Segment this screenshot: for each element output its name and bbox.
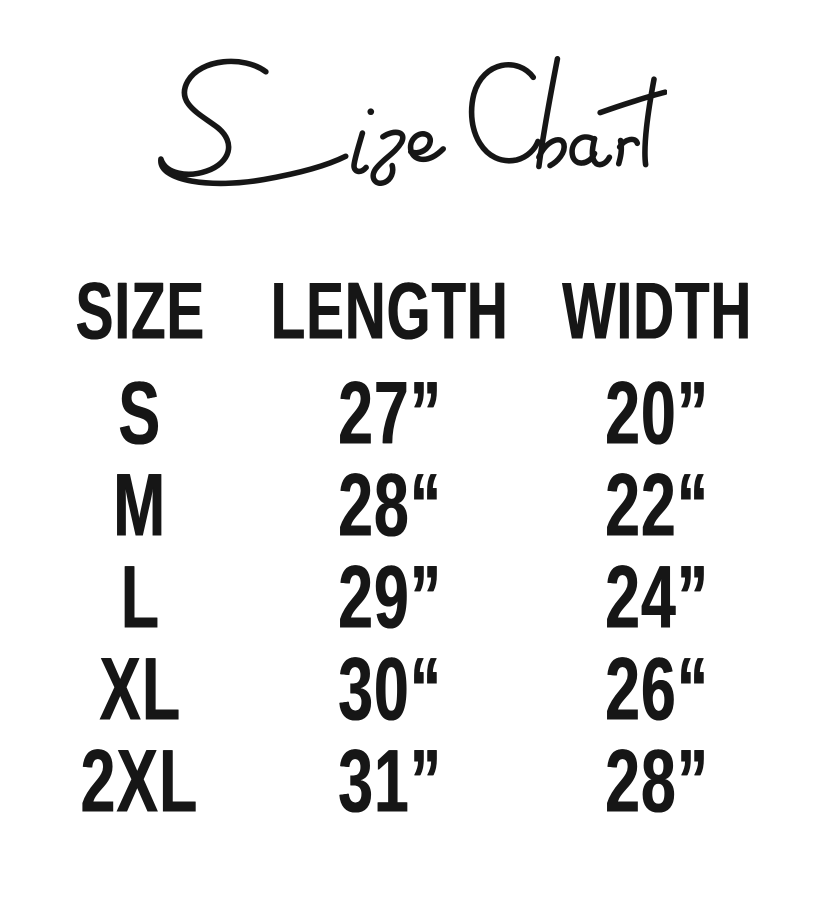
- row-l-width-cell: 24”: [500, 547, 814, 647]
- size-label: S: [118, 362, 162, 463]
- header-cell-size: SIZE: [0, 255, 280, 367]
- row-s-size-cell: S: [0, 363, 280, 463]
- script-lettering: [158, 56, 667, 187]
- row-xl-width-cell: 26“: [500, 639, 814, 739]
- header-cell-width: WIDTH: [500, 255, 814, 367]
- header-cell-length: LENGTH: [271, 255, 508, 367]
- row-2xl-width-cell: 28”: [500, 731, 814, 831]
- width-value: 26“: [604, 638, 709, 739]
- row-m-size-cell: M: [0, 455, 280, 555]
- length-value: 29”: [337, 546, 442, 647]
- row-s-length-cell: 27”: [280, 363, 500, 463]
- script-title-art: [158, 56, 667, 187]
- row-2xl-length-cell: 31”: [280, 731, 500, 831]
- length-value: 28“: [337, 454, 442, 555]
- length-value: 31”: [337, 730, 442, 831]
- page-title: Size Chart: [147, 0, 667, 211]
- length-value: 30“: [337, 638, 442, 739]
- length-value: 27”: [337, 362, 442, 463]
- row-l-length-cell: 29”: [280, 547, 500, 647]
- size-label: 2XL: [81, 730, 199, 831]
- width-value: 20”: [604, 362, 709, 463]
- width-value: 28”: [604, 730, 709, 831]
- width-value: 24”: [604, 546, 709, 647]
- row-xl-length-cell: 30“: [280, 639, 500, 739]
- size-label: XL: [99, 638, 181, 739]
- row-m-width-cell: 22“: [500, 455, 814, 555]
- width-value: 22“: [604, 454, 709, 555]
- size-table: SIZE LENGTH WIDTH S 27” 20” M 28“ 22“: [0, 255, 814, 831]
- row-m-length-cell: 28“: [280, 455, 500, 555]
- column-header-label: WIDTH: [561, 265, 752, 357]
- column-header-label: SIZE: [75, 265, 205, 357]
- row-s-width-cell: 20”: [500, 363, 814, 463]
- column-header-label: LENGTH: [270, 265, 509, 357]
- row-2xl-size-cell: 2XL: [0, 731, 280, 831]
- size-label: L: [120, 546, 160, 647]
- row-l-size-cell: L: [0, 547, 280, 647]
- size-label: M: [113, 454, 167, 555]
- row-xl-size-cell: XL: [0, 639, 280, 739]
